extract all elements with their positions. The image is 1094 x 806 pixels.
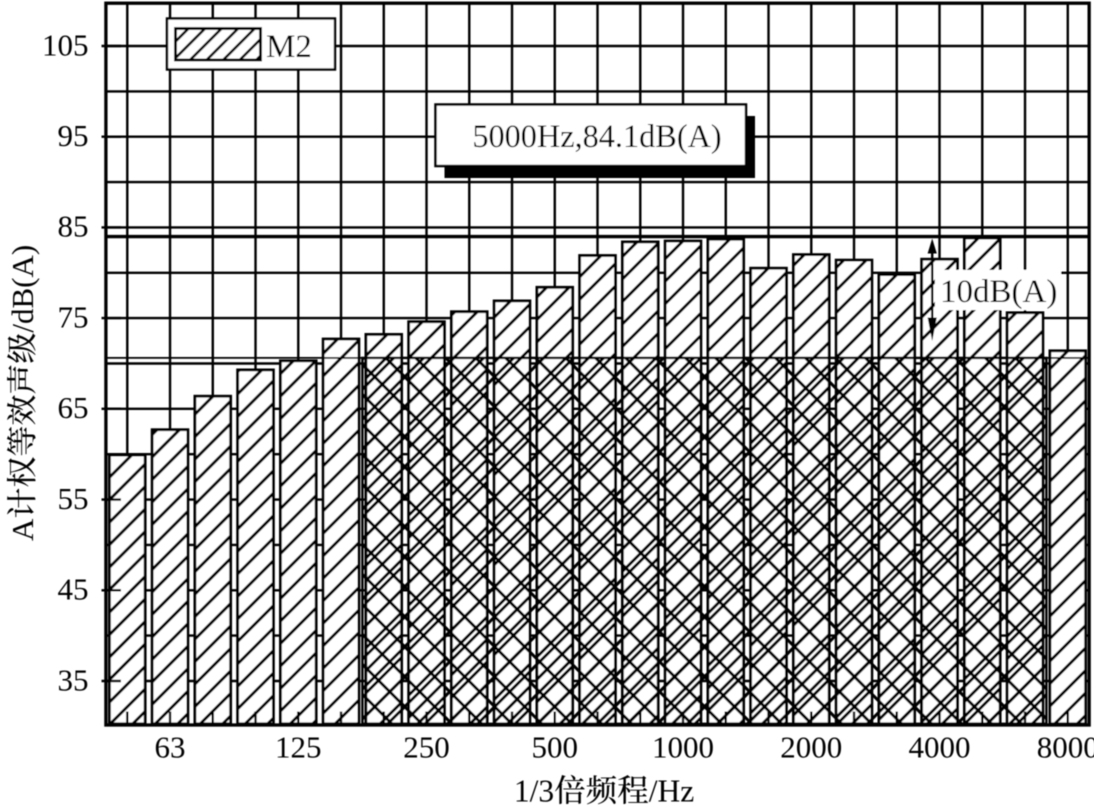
svg-text:1/3: 1/3 [514,774,554,806]
svg-text:2000: 2000 [780,730,842,765]
svg-text:85: 85 [58,209,89,244]
svg-text:10dB(A): 10dB(A) [940,274,1057,310]
svg-text:75: 75 [58,299,89,334]
svg-text:65: 65 [58,390,89,425]
svg-text:4000: 4000 [909,730,971,765]
svg-text:63: 63 [155,730,186,765]
svg-text:/dB(A): /dB(A) [5,245,40,333]
svg-text:/Hz: /Hz [649,774,695,806]
svg-text:105: 105 [42,27,89,62]
svg-text:95: 95 [58,118,89,153]
svg-text:5000Hz,84.1dB(A): 5000Hz,84.1dB(A) [472,118,721,154]
svg-text:A: A [5,518,40,541]
svg-text:1000: 1000 [652,730,714,765]
svg-text:M2: M2 [266,29,312,65]
svg-text:45: 45 [58,572,89,607]
svg-text:250: 250 [403,730,450,765]
svg-text:500: 500 [532,730,579,765]
svg-text:35: 35 [58,662,89,697]
svg-text:8000: 8000 [1037,730,1094,765]
svg-text:55: 55 [58,481,89,516]
svg-text:125: 125 [275,730,322,765]
